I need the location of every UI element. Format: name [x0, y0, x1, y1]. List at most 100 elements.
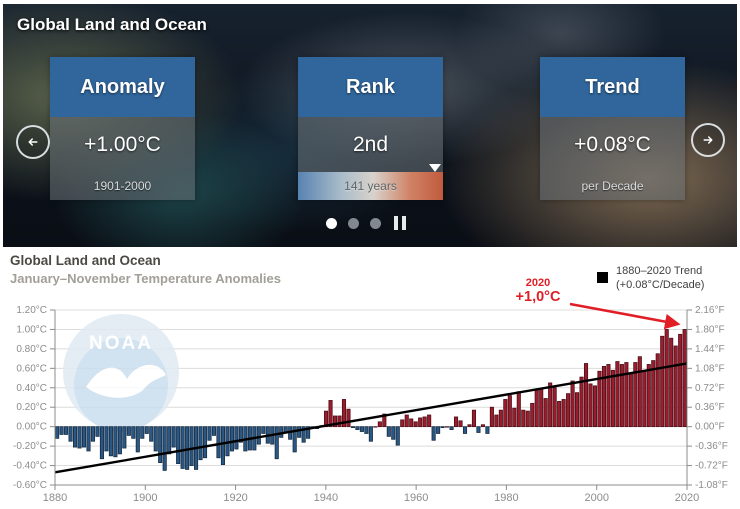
bar-1885: [77, 426, 82, 449]
bar-1964: [431, 426, 436, 441]
bar-1958: [404, 414, 409, 428]
svg-text:2.16°F: 2.16°F: [695, 305, 725, 316]
svg-text:-0.20°C: -0.20°C: [13, 441, 47, 452]
svg-text:1.44°F: 1.44°F: [695, 344, 725, 355]
anomaly-card[interactable]: Anomaly +1.00°C 1901-2000: [50, 57, 195, 200]
bar-1995: [570, 380, 575, 428]
svg-text:2020: 2020: [675, 492, 699, 504]
svg-text:0.00°F: 0.00°F: [695, 422, 725, 433]
anomaly-bar-chart: 1.20°C 2.16°F 1.00°C 1.80°F 0.80°C 1.44°F 0.60…: [13, 302, 728, 504]
svg-text:1940: 1940: [314, 492, 338, 504]
bar-1974: [476, 426, 481, 433]
bar-1916: [216, 426, 221, 459]
carousel-dot-3[interactable]: [370, 217, 381, 229]
bar-2007: [624, 362, 629, 428]
bar-1926: [261, 426, 266, 434]
rank-value: 2nd: [352, 132, 389, 156]
anomaly-chart-panel: 1.20°C 2.16°F 1.00°C 1.80°F 0.80°C 1.44°F 0.60…: [0, 247, 740, 509]
bar-1936: [306, 426, 311, 439]
annotation-value: +1,0°C: [515, 289, 561, 305]
bar-1901: [149, 426, 154, 442]
bar-1933: [292, 426, 297, 453]
bar-1996: [575, 392, 580, 428]
bar-1941: [328, 400, 333, 428]
bar-1919: [229, 426, 234, 452]
bar-1887: [86, 426, 91, 452]
trend-legend-marker-icon: [597, 272, 608, 283]
svg-text:NOAA: NOAA: [89, 333, 153, 354]
bar-1966: [440, 426, 445, 429]
bar-1993: [561, 399, 566, 428]
bar-1914: [207, 426, 212, 441]
carousel-next-button[interactable]: [691, 123, 725, 157]
svg-text:-1.08°F: -1.08°F: [695, 480, 728, 491]
svg-text:1.00°C: 1.00°C: [16, 324, 47, 335]
carousel-prev-button[interactable]: [16, 125, 50, 159]
rank-gradient-scale: 141 years: [298, 164, 443, 200]
bar-1959: [409, 418, 414, 428]
bar-1979: [498, 409, 503, 428]
svg-text:-0.40°C: -0.40°C: [13, 461, 47, 472]
bar-1935: [301, 426, 306, 443]
bar-1949: [364, 426, 369, 434]
bar-2003: [606, 364, 611, 428]
bar-1986: [530, 402, 535, 428]
svg-text:1.20°C: 1.20°C: [16, 305, 47, 316]
bar-1906: [171, 426, 176, 448]
bar-1944: [341, 399, 347, 428]
bar-2011: [642, 369, 647, 428]
svg-text:0.60°C: 0.60°C: [16, 363, 47, 374]
bar-2012: [646, 364, 651, 428]
bar-1952: [377, 421, 382, 428]
anomaly-baseline-period: 1901-2000: [93, 179, 152, 193]
rank-card[interactable]: Rank 2nd 141 years: [298, 57, 443, 200]
bar-1983: [516, 391, 521, 428]
trend-value: +0.08°C: [574, 132, 651, 156]
bar-1921: [238, 426, 243, 443]
bar-1971: [462, 426, 468, 434]
annotation-year: 2020: [525, 277, 551, 289]
trend-card[interactable]: Trend +0.08°C per Decade: [540, 57, 685, 200]
chart-subtitle: January–November Temperature Anomalies: [10, 271, 281, 286]
svg-text:1880: 1880: [43, 492, 67, 504]
trend-unit: per Decade: [581, 179, 644, 193]
svg-text:1960: 1960: [404, 492, 428, 504]
carousel-dot-2[interactable]: [348, 217, 359, 229]
bar-1896: [126, 426, 131, 436]
arrow-right-icon: [703, 136, 713, 144]
carousel-pause-button[interactable]: [394, 216, 406, 230]
bar-1917: [220, 426, 225, 465]
rank-record-length: 141 years: [344, 179, 397, 193]
bar-1900: [144, 426, 149, 434]
bar-1893: [113, 426, 118, 458]
bar-1908: [180, 426, 185, 469]
bar-1905: [167, 426, 172, 455]
bar-1981: [507, 395, 512, 428]
bar-1990: [548, 382, 553, 428]
bar-1880: [55, 426, 60, 439]
bar-1972: [467, 424, 472, 428]
bar-2006: [619, 364, 624, 428]
bar-1976: [485, 426, 490, 434]
bar-1965: [436, 426, 441, 434]
carousel-dot-1[interactable]: [326, 217, 337, 229]
bar-1904: [162, 426, 167, 471]
bar-2020: [682, 329, 687, 428]
svg-text:1920: 1920: [223, 492, 247, 504]
svg-text:1.08°F: 1.08°F: [695, 363, 725, 374]
bar-1982: [512, 407, 517, 428]
bar-1994: [566, 393, 571, 428]
bar-1997: [579, 376, 584, 428]
bar-1999: [588, 383, 593, 428]
bar-1948: [359, 426, 364, 432]
svg-text:1.80°F: 1.80°F: [695, 324, 725, 335]
svg-text:1980: 1980: [494, 492, 518, 504]
bar-1883: [68, 426, 73, 442]
bar-2013: [651, 360, 656, 428]
svg-text:0.36°F: 0.36°F: [695, 402, 725, 413]
bar-1987: [534, 389, 539, 428]
bar-1942: [332, 415, 338, 428]
bar-1992: [557, 401, 562, 428]
bar-1991: [552, 387, 557, 428]
